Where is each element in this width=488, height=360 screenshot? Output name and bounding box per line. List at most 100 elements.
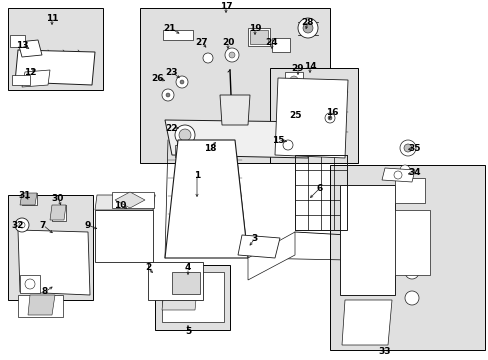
Circle shape [327,116,331,120]
Polygon shape [15,50,95,85]
Bar [269,68,357,163]
Bar [112,192,154,208]
Circle shape [180,80,183,84]
Text: 30: 30 [52,194,64,202]
Bar [162,272,224,322]
Text: 35: 35 [408,144,420,153]
Circle shape [212,145,218,151]
Circle shape [289,76,297,84]
Polygon shape [20,193,37,205]
Polygon shape [381,168,414,182]
Bar [52,205,66,221]
Circle shape [404,291,418,305]
Text: 18: 18 [203,144,216,153]
Circle shape [393,171,401,179]
Bar [175,145,195,157]
Circle shape [283,140,292,150]
Bar [285,72,303,87]
Text: 12: 12 [24,68,36,77]
Text: 26: 26 [151,73,164,82]
Circle shape [203,53,213,63]
Bar [294,155,346,230]
Circle shape [224,48,239,62]
Bar [329,165,484,350]
Bar [95,210,153,262]
Bar [247,28,269,46]
Text: 4: 4 [184,264,191,273]
Polygon shape [22,70,50,87]
Circle shape [165,93,170,97]
Polygon shape [220,95,249,125]
Circle shape [297,18,317,38]
Polygon shape [164,140,247,258]
Polygon shape [18,40,42,57]
Polygon shape [341,300,391,345]
Circle shape [404,188,418,202]
Text: 6: 6 [316,184,323,193]
Bar [394,210,429,275]
Polygon shape [95,195,155,210]
Text: 2: 2 [144,264,151,273]
Text: 8: 8 [42,288,48,297]
Circle shape [399,165,409,175]
Bar [12,75,30,85]
Bar [163,30,193,40]
Polygon shape [247,232,294,280]
Text: 31: 31 [19,190,31,199]
Circle shape [325,113,334,123]
Text: 7: 7 [40,220,46,230]
Text: 32: 32 [12,220,24,230]
Bar [339,185,394,295]
Circle shape [162,89,174,101]
Text: 16: 16 [325,108,338,117]
Circle shape [404,265,418,279]
Polygon shape [238,235,280,258]
Bar [394,178,424,203]
Bar [140,8,329,163]
Circle shape [399,140,415,156]
Text: 34: 34 [408,167,421,176]
Text: 19: 19 [248,23,261,32]
Circle shape [175,125,195,145]
Bar [155,265,229,330]
Circle shape [19,222,25,228]
Polygon shape [164,120,314,158]
Bar [22,193,37,205]
Text: 22: 22 [165,123,178,132]
Text: 14: 14 [303,62,316,71]
Polygon shape [18,230,90,295]
Text: 11: 11 [46,14,58,23]
Circle shape [303,23,312,33]
Text: 17: 17 [219,1,232,10]
Circle shape [15,218,29,232]
Text: 5: 5 [184,328,191,337]
Text: 13: 13 [16,41,28,50]
Bar [172,272,200,294]
Text: 10: 10 [114,201,126,210]
Bar [20,275,40,293]
Text: 15: 15 [271,135,284,144]
Bar [18,295,63,317]
Circle shape [404,241,418,255]
Text: 27: 27 [195,37,208,46]
Polygon shape [115,192,145,208]
Polygon shape [50,205,66,220]
Circle shape [25,279,35,289]
Bar [10,35,25,47]
Polygon shape [162,278,198,310]
Text: 29: 29 [291,63,304,72]
Circle shape [176,76,187,88]
Text: 3: 3 [251,234,258,243]
Text: 33: 33 [378,347,390,356]
Bar [282,100,304,118]
Circle shape [228,52,235,58]
Polygon shape [28,295,55,315]
Bar [8,8,103,90]
Text: 1: 1 [193,171,200,180]
Polygon shape [274,78,347,158]
Bar [271,38,289,52]
Text: 25: 25 [288,111,301,120]
Bar [8,195,93,300]
Text: 9: 9 [84,220,91,230]
Circle shape [179,129,191,141]
